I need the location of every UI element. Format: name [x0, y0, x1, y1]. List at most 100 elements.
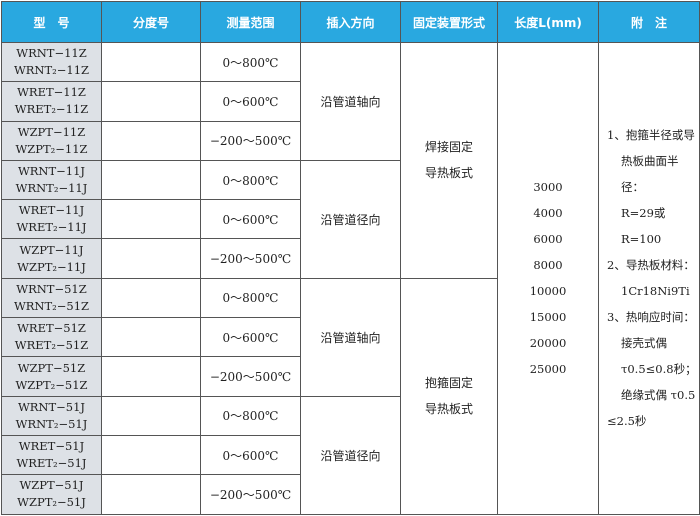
model-code: WRNT₂−11J [15, 181, 88, 196]
column-header: 长度L(mm) [497, 1, 599, 43]
fixing-cell: 焊接固定 导热板式 [400, 42, 498, 279]
fixing-line: 导热板式 [424, 166, 473, 181]
note-line: 1、抱箍半径或导 [607, 128, 695, 143]
column-header: 附 注 [598, 1, 700, 43]
model-code: WRET₂−11Z [14, 102, 89, 117]
graduation-cell [101, 81, 201, 122]
length-value: 20000 [529, 336, 567, 351]
model-cell: WRNT−51Z WRNT₂−51Z [1, 277, 102, 319]
table-row: WZPT−51J WZPT₂−51J −200～500℃ [1, 474, 700, 515]
table-row: WZPT−11Z WZPT₂−11Z −200～500℃ [1, 120, 700, 161]
model-cell: WRNT−11J WRNT₂−11J [1, 159, 102, 201]
table-row: WRNT−51J WRNT₂−51J 0～800℃ 沿管道径向 [1, 395, 700, 515]
model-code: WRNT−51J [17, 399, 86, 414]
model-code: WZPT₂−11J [17, 259, 86, 274]
model-cell: WRET−51J WRET₂−51J [1, 434, 102, 476]
direction-cell: 沿管道轴向 [300, 42, 401, 161]
notes-cell: 1、抱箍半径或导热板曲面半径： R=29或R=100 2、导热板材料： 1Cr18Ni… [598, 42, 700, 515]
graduation-cell [101, 159, 201, 201]
range-cell: 0～800℃ [200, 159, 301, 201]
model-code: WZPT−51J [19, 478, 84, 493]
range-cell: 0～600℃ [200, 199, 301, 240]
model-cell: WZPT−11Z WZPT₂−11Z [1, 120, 102, 161]
length-value: 15000 [529, 310, 567, 325]
length-cell: 3000 4000 6000 8000 10000 15000 20000 25000 [497, 42, 599, 515]
model-cell: WZPT−51J WZPT₂−51J [1, 474, 102, 515]
graduation-cell [101, 199, 201, 240]
note-line: τ0.5≤0.8秒； [621, 362, 697, 377]
range-cell: 0～800℃ [200, 395, 301, 436]
range-cell: −200～500℃ [200, 356, 301, 397]
note-line: 绝缘式偶 τ0.5 [621, 388, 696, 403]
note-line: 3、热响应时间： [607, 310, 695, 325]
range-cell: 0～600℃ [200, 434, 301, 476]
table-row: WRNT−51Z WRNT₂−51Z 0～800℃ 沿管道轴向 抱箍固定 导热板式 [1, 277, 700, 515]
model-code: WRNT₂−11Z [13, 63, 90, 78]
range-cell: −200～500℃ [200, 238, 301, 279]
range-cell: 0～800℃ [200, 277, 301, 319]
model-code: WRNT−51Z [16, 281, 87, 296]
range-cell: −200～500℃ [200, 474, 301, 515]
range-cell: −200～500℃ [200, 120, 301, 161]
model-cell: WZPT−51Z WZPT₂−51Z [1, 356, 102, 397]
graduation-cell [101, 317, 201, 358]
note-line: 1Cr18Ni9Ti [621, 284, 690, 299]
length-value: 8000 [533, 258, 563, 273]
graduation-cell [101, 238, 201, 279]
direction-cell: 沿管道径向 [300, 395, 401, 515]
model-cell: WZPT−11J WZPT₂−11J [1, 238, 102, 279]
length-value: 3000 [533, 180, 563, 195]
length-value: 25000 [529, 362, 567, 377]
note-line: 接壳式偶 [621, 336, 667, 351]
column-header: 分度号 [101, 1, 201, 43]
model-code: WZPT₂−51J [17, 495, 86, 510]
graduation-cell [101, 277, 201, 319]
model-cell: WRNT−51J WRNT₂−51J [1, 395, 102, 436]
length-value: 6000 [533, 232, 563, 247]
note-line: R=29或R=100 [621, 206, 666, 247]
model-code: WRNT₂−51J [15, 416, 88, 431]
table-row: WRNT−11J WRNT₂−11J 0～800℃ 沿管道径向 [1, 159, 700, 279]
note-line: ≤2.5秒 [607, 414, 647, 429]
model-code: WRET−51Z [17, 321, 86, 336]
table-row: WRET−51J WRET₂−51J 0～600℃ [1, 434, 700, 476]
model-code: WRNT−11Z [16, 46, 87, 61]
column-header: 测量范围 [200, 1, 301, 43]
fixing-cell: 抱箍固定 导热板式 [400, 277, 498, 515]
direction-cell: 沿管道轴向 [300, 277, 401, 397]
model-code: WRET₂−11J [16, 220, 87, 235]
range-cell: 0～600℃ [200, 317, 301, 358]
graduation-cell [101, 474, 201, 515]
fixing-line: 抱箍固定 [424, 376, 473, 391]
model-cell: WRET−11Z WRET₂−11Z [1, 81, 102, 122]
model-code: WRNT−11J [17, 164, 86, 179]
model-code: WRNT₂−51Z [13, 298, 90, 313]
model-code: WRET−51J [18, 439, 85, 454]
range-cell: 0～600℃ [200, 81, 301, 122]
note-line: 热板曲面半径： [621, 154, 679, 195]
direction-cell: 沿管道径向 [300, 159, 401, 279]
range-cell: 0～800℃ [200, 41, 301, 83]
fixing-line: 焊接固定 [424, 140, 473, 155]
column-header: 固定装置形式 [400, 1, 498, 43]
model-code: WRET₂−51J [16, 456, 87, 471]
table-row: WRNT−11Z WRNT₂−11Z 0～800℃ 沿管道轴向 焊接固定 导热板式 3000… [1, 41, 700, 515]
model-code: WRET₂−51Z [14, 338, 89, 353]
model-code: WZPT−11Z [17, 124, 86, 139]
table-row: WRET−11Z WRET₂−11Z 0～600℃ [1, 81, 700, 122]
model-code: WZPT₂−11Z [15, 141, 88, 156]
length-value: 4000 [533, 206, 563, 221]
model-code: WRET−11Z [17, 85, 86, 100]
graduation-cell [101, 41, 201, 83]
table-row: WRET−11J WRET₂−11J 0～600℃ [1, 199, 700, 240]
graduation-cell [101, 120, 201, 161]
length-value: 10000 [529, 284, 567, 299]
graduation-cell [101, 395, 201, 436]
graduation-cell [101, 434, 201, 476]
graduation-cell [101, 356, 201, 397]
model-cell: WRET−51Z WRET₂−51Z [1, 317, 102, 358]
note-line: 2、导热板材料： [607, 258, 695, 273]
model-code: WZPT−11J [19, 242, 84, 257]
model-code: WZPT−51Z [17, 360, 86, 375]
